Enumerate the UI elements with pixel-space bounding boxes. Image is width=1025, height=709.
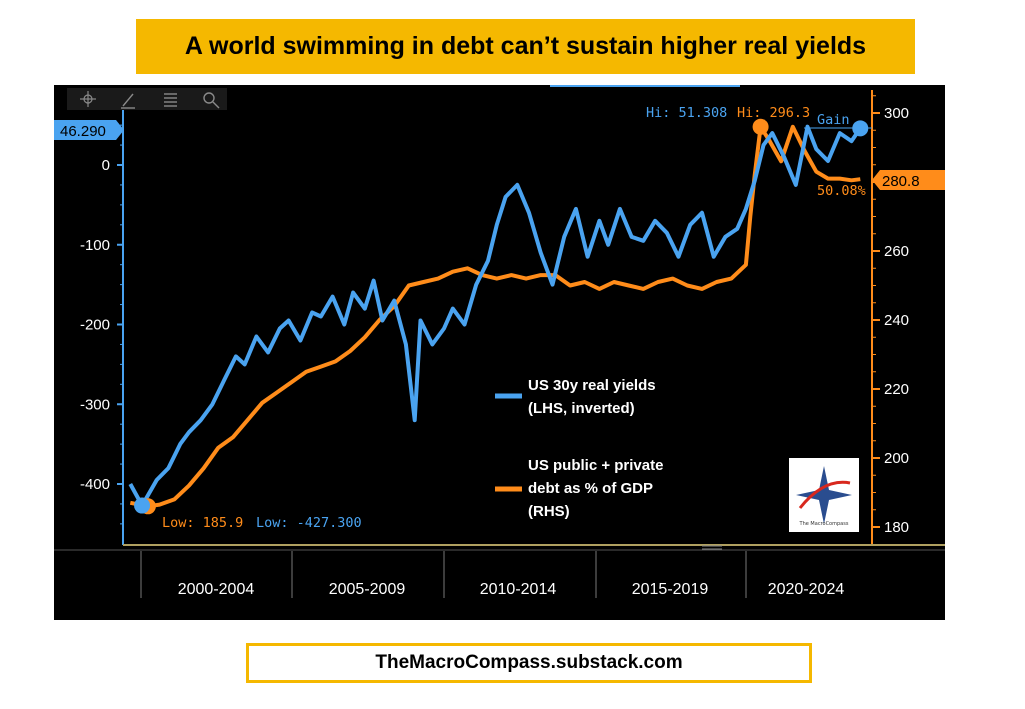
- right-tick-label: 200: [884, 450, 909, 467]
- left-tick-label: -300: [80, 396, 110, 413]
- logo-text: The MacroCompass: [799, 521, 849, 527]
- x-category-label: 2020-2024: [768, 581, 845, 598]
- x-axis-ticks: 2000-2004 2005-2009 2010-2014 2015-2019 2020…: [140, 551, 845, 598]
- toolbar-background: [67, 88, 227, 110]
- right-tick-label: 260: [884, 243, 909, 260]
- series-lines: [128, 118, 869, 515]
- right-tick-label: 220: [884, 381, 909, 398]
- x-category-label: 2015-2019: [632, 581, 709, 598]
- pencil-icon[interactable]: [121, 93, 135, 109]
- legend-blue-line1: US 30y real yields: [528, 377, 656, 394]
- legend-orange-line1: US public + private: [528, 457, 663, 474]
- gain-label: Gain: [817, 112, 850, 128]
- right-axis-ticks: 300280260240220200180: [872, 95, 909, 536]
- legend-blue-line2: (LHS, inverted): [528, 400, 635, 417]
- hi-orange-label: Hi: 296.3: [737, 105, 810, 121]
- toolbar: [67, 88, 227, 110]
- macro-compass-logo: The MacroCompass: [789, 458, 859, 532]
- zoom-icon[interactable]: [203, 92, 220, 109]
- low-orange-label: Low: 185.9: [162, 515, 243, 531]
- legend: US 30y real yields (LHS, inverted) US pu…: [495, 377, 663, 520]
- left-tick-label: -100: [80, 237, 110, 254]
- list-icon[interactable]: [164, 93, 177, 107]
- hi-orange-marker: [752, 118, 769, 135]
- legend-orange-line2: debt as % of GDP: [528, 480, 653, 497]
- left-tick-label: -200: [80, 317, 110, 334]
- left-current-value: 46.290: [60, 123, 106, 140]
- x-category-label: 2005-2009: [329, 581, 406, 598]
- series-line-real-yields: [128, 124, 862, 508]
- right-current-flag: 280.8: [872, 170, 945, 190]
- right-tick-label: 240: [884, 312, 909, 329]
- right-tick-label: 300: [884, 105, 909, 122]
- chart-title: A world swimming in debt can’t sustain h…: [184, 32, 867, 60]
- low-blue-label: Low: -427.300: [256, 515, 362, 531]
- x-category-label: 2000-2004: [178, 581, 255, 598]
- x-axis-splitter-icon[interactable]: [702, 545, 722, 550]
- footer-banner: TheMacroCompass.substack.com: [246, 643, 812, 683]
- x-category-label: 2010-2014: [480, 581, 557, 598]
- legend-orange-line3: (RHS): [528, 503, 570, 520]
- crosshair-icon[interactable]: [80, 91, 96, 107]
- hi-blue-label: Hi: 51.308: [646, 105, 727, 121]
- left-tick-label: 0: [102, 157, 110, 174]
- gain-value: 50.08%: [817, 183, 866, 199]
- footer-link[interactable]: TheMacroCompass.substack.com: [375, 652, 683, 673]
- left-axis-ticks: 0 -100 -200 -300 -400: [80, 124, 123, 525]
- left-tick-label: -400: [80, 476, 110, 493]
- right-current-value: 280.8: [882, 173, 920, 190]
- chart-title-banner: A world swimming in debt can’t sustain h…: [136, 19, 915, 74]
- left-current-flag: 46.290: [54, 120, 124, 140]
- right-tick-label: 180: [884, 519, 909, 536]
- low-blue-marker: [134, 497, 151, 514]
